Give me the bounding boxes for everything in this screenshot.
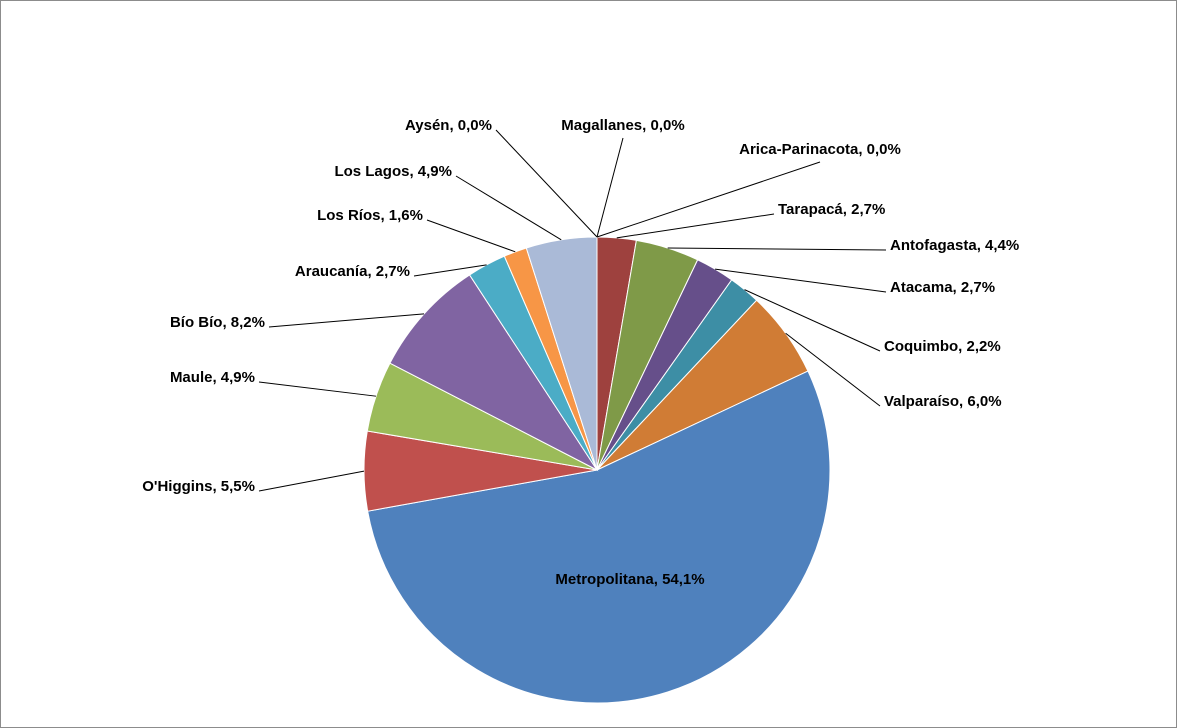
leader-line — [413, 264, 487, 277]
label-separator: , — [642, 117, 650, 134]
value-label: 4,9% — [221, 369, 255, 386]
value-label: 2,7% — [961, 279, 995, 296]
data-label: Los Ríos, 1,6% — [317, 207, 423, 224]
data-label: Bío Bío, 8,2% — [170, 314, 265, 331]
data-label: Magallanes, 0,0% — [561, 117, 684, 134]
leader-line — [258, 470, 365, 492]
category-label: Metropolitana — [555, 571, 654, 588]
category-label: Bío Bío — [170, 314, 223, 331]
value-label: 0,0% — [651, 117, 685, 134]
category-label: Arica-Parinacota — [739, 141, 859, 158]
value-label: 1,6% — [389, 207, 423, 224]
leader-line — [596, 137, 624, 238]
leader-line — [258, 381, 377, 397]
value-label: 0,0% — [867, 141, 901, 158]
value-label: 2,2% — [967, 338, 1001, 355]
category-label: Magallanes — [561, 117, 642, 134]
data-label: Maule, 4,9% — [170, 369, 255, 386]
data-label: Aysén, 0,0% — [405, 117, 492, 134]
data-label: Tarapacá, 2,7% — [778, 201, 885, 218]
label-separator: , — [212, 478, 220, 495]
leader-line — [268, 313, 425, 328]
leader-line — [715, 268, 887, 293]
label-separator: , — [449, 117, 457, 134]
label-separator: , — [858, 141, 866, 158]
leader-line — [616, 213, 775, 239]
label-separator: , — [654, 571, 662, 588]
leader-line — [495, 129, 598, 238]
data-label: Metropolitana, 54,1% — [555, 571, 704, 588]
value-label: 6,0% — [967, 393, 1001, 410]
label-separator: , — [958, 338, 966, 355]
label-separator: , — [953, 279, 961, 296]
leader-line — [744, 289, 881, 352]
category-label: Maule — [170, 369, 213, 386]
category-label: O'Higgins — [142, 478, 212, 495]
category-label: Aysén — [405, 117, 449, 134]
value-label: 8,2% — [231, 314, 265, 331]
data-label: Coquimbo, 2,2% — [884, 338, 1001, 355]
label-separator: , — [222, 314, 230, 331]
label-separator: , — [367, 263, 375, 280]
label-separator: , — [380, 207, 388, 224]
label-separator: , — [843, 201, 851, 218]
label-separator: , — [977, 237, 985, 254]
value-label: 0,0% — [458, 117, 492, 134]
data-label: Araucanía, 2,7% — [295, 263, 410, 280]
leader-line — [426, 219, 516, 253]
leader-line — [455, 175, 562, 241]
value-label: 54,1% — [662, 571, 705, 588]
data-label: Los Lagos, 4,9% — [334, 163, 452, 180]
leader-line — [596, 161, 821, 238]
value-label: 4,9% — [418, 163, 452, 180]
leader-line — [667, 247, 887, 251]
category-label: Tarapacá — [778, 201, 843, 218]
category-label: Antofagasta — [890, 237, 977, 254]
label-separator: , — [959, 393, 967, 410]
data-label: Arica-Parinacota, 0,0% — [739, 141, 901, 158]
data-label: Atacama, 2,7% — [890, 279, 995, 296]
data-label: Valparaíso, 6,0% — [884, 393, 1002, 410]
leader-line — [785, 332, 881, 407]
data-label: O'Higgins, 5,5% — [142, 478, 255, 495]
category-label: Araucanía — [295, 263, 368, 280]
category-label: Los Lagos — [334, 163, 409, 180]
label-separator: , — [212, 369, 220, 386]
category-label: Atacama — [890, 279, 953, 296]
pie-slice — [367, 370, 831, 704]
label-separator: , — [409, 163, 417, 180]
category-label: Valparaíso — [884, 393, 959, 410]
value-label: 2,7% — [376, 263, 410, 280]
value-label: 5,5% — [221, 478, 255, 495]
data-label: Antofagasta, 4,4% — [890, 237, 1019, 254]
value-label: 4,4% — [985, 237, 1019, 254]
category-label: Los Ríos — [317, 207, 380, 224]
value-label: 2,7% — [851, 201, 885, 218]
category-label: Coquimbo — [884, 338, 958, 355]
